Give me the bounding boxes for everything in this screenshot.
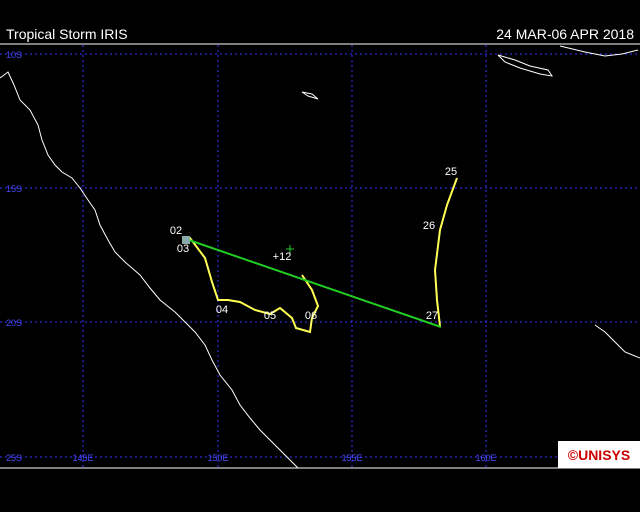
lat-label: 10S — [6, 50, 22, 60]
track-label: 25 — [445, 166, 457, 178]
island — [559, 45, 639, 57]
current-position — [182, 236, 190, 244]
island — [594, 324, 640, 359]
track-label: 02 — [170, 225, 182, 237]
track-label: 27 — [426, 310, 438, 322]
track-label: 05 — [264, 310, 276, 322]
lat-label: 25S — [6, 453, 22, 463]
logo-box — [558, 441, 640, 468]
lon-label: 160E — [475, 453, 496, 463]
track-label: 04 — [216, 304, 228, 316]
lat-label: 20S — [6, 318, 22, 328]
island — [301, 91, 319, 100]
lon-label: 150E — [207, 453, 228, 463]
track-label: 03 — [177, 243, 189, 255]
track-label: 26 — [423, 220, 435, 232]
storm-track — [183, 236, 320, 334]
lat-label: 15S — [6, 184, 22, 194]
coast-path — [0, 71, 299, 469]
forecast-track — [185, 238, 442, 328]
forecast-point — [286, 245, 294, 253]
island — [497, 54, 554, 77]
logo: ©UNISYS — [568, 447, 630, 463]
coastline — [0, 45, 640, 469]
track-label: +12 — [273, 251, 292, 263]
lon-label: 155E — [341, 453, 362, 463]
graticule — [0, 45, 640, 467]
date-range: 24 MAR-06 APR 2018 — [496, 26, 634, 42]
storm-track — [433, 177, 458, 327]
track-label: 06 — [305, 310, 317, 322]
lon-label: 145E — [72, 453, 93, 463]
storm-title: Tropical Storm IRIS — [6, 26, 128, 42]
